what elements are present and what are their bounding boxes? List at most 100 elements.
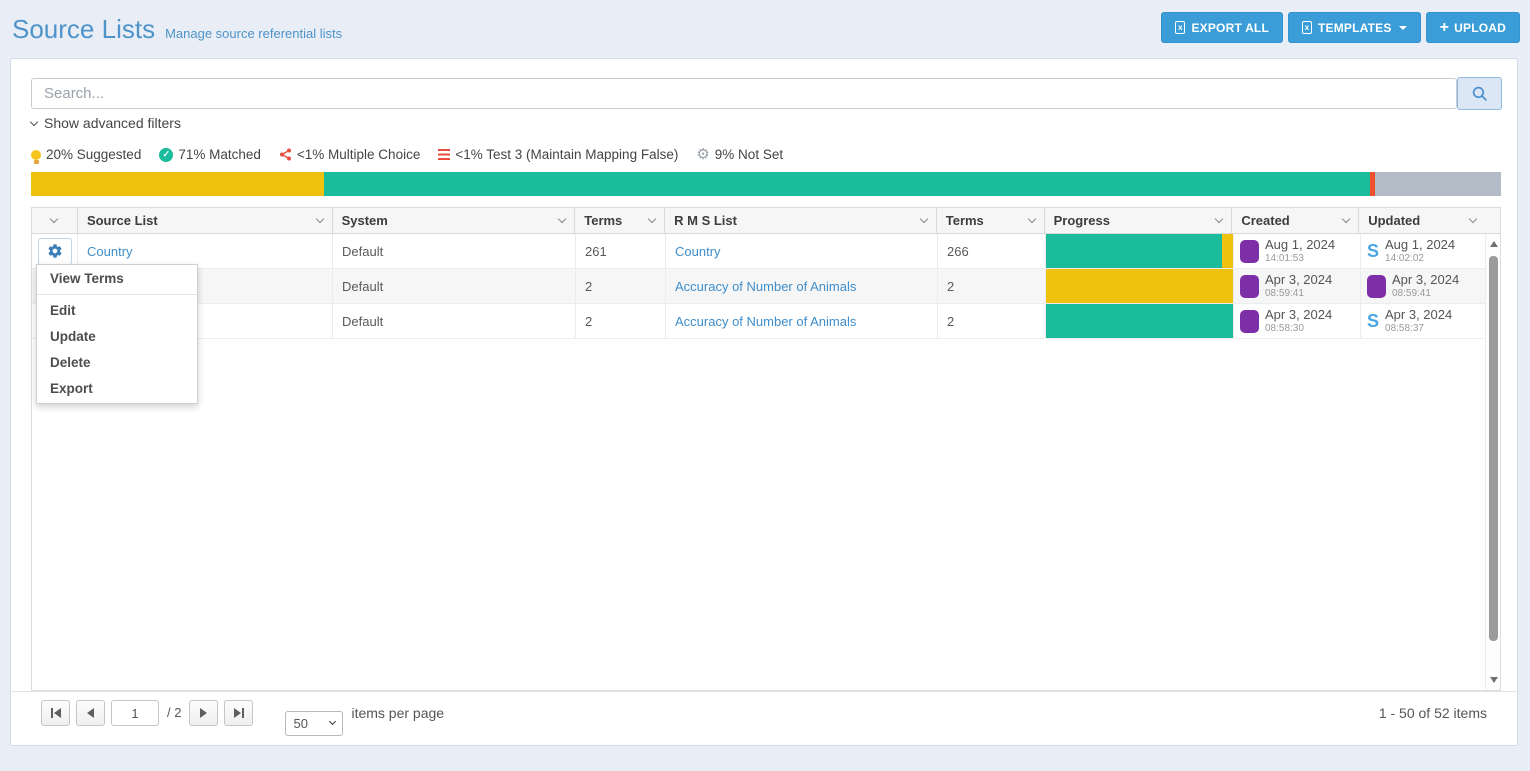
system-value: Default — [342, 278, 384, 294]
caret-down-icon — [1398, 25, 1407, 30]
page-size-value: 50 — [293, 715, 308, 731]
column-header-rms-terms[interactable]: Terms — [937, 208, 1045, 233]
chevron-down-icon — [1215, 214, 1224, 224]
column-header-menu[interactable] — [32, 208, 78, 233]
scroll-up-icon[interactable] — [1489, 241, 1498, 247]
user-avatar-icon — [1367, 274, 1386, 298]
column-header-terms[interactable]: Terms — [575, 208, 666, 233]
column-header-source-list[interactable]: Source List — [78, 208, 333, 233]
previous-page-button[interactable] — [76, 700, 105, 726]
arrow-left-icon — [87, 708, 94, 718]
column-header-rms-list[interactable]: R M S List — [665, 208, 937, 233]
pagination-bar: / 2 50 items per page 1 - 50 of 52 items — [11, 691, 1517, 745]
source-list-link[interactable]: Country — [87, 243, 133, 259]
row-context-menu: View Terms Edit Update Delete Export — [36, 264, 198, 404]
summary-progress-bar — [31, 172, 1501, 196]
templates-label: TEMPLATES — [1318, 20, 1392, 35]
column-label: Source List — [86, 213, 158, 228]
chevron-down-icon — [1468, 214, 1478, 224]
first-page-button[interactable] — [41, 700, 70, 726]
last-page-button[interactable] — [224, 700, 254, 726]
legend-item-not-set: ⚙ 9% Not Set — [696, 147, 783, 162]
column-header-progress[interactable]: Progress — [1045, 208, 1233, 233]
table-row: Country Default 261 Country 266 Aug 1, 2… — [32, 234, 1500, 269]
user-avatar-icon — [1240, 309, 1259, 333]
arrow-right-icon — [233, 708, 241, 718]
chevron-down-icon — [315, 214, 324, 224]
scrollbar-thumb[interactable] — [1489, 256, 1498, 641]
column-header-system[interactable]: System — [333, 208, 576, 233]
rms-list-link[interactable]: Accuracy of Number of Animals — [675, 313, 857, 329]
column-label: Terms — [584, 213, 623, 228]
column-label: Updated — [1368, 213, 1421, 228]
chevron-down-icon — [919, 214, 928, 224]
templates-button[interactable]: TEMPLATES — [1288, 12, 1421, 43]
rms-list-link[interactable]: Accuracy of Number of Animals — [675, 278, 857, 294]
show-advanced-filters-toggle[interactable]: Show advanced filters — [29, 115, 181, 131]
items-per-page-label: items per page — [351, 705, 445, 721]
updated-date: Apr 3, 2024 — [1392, 271, 1460, 287]
created-date: Aug 1, 2024 — [1265, 236, 1336, 252]
updated-time: 14:02:02 — [1385, 252, 1424, 264]
created-time: 08:58:30 — [1265, 322, 1304, 334]
row-progress-bar — [1046, 269, 1233, 303]
header-scrollbar-stub — [1485, 208, 1500, 233]
rms-terms-value: 266 — [947, 243, 969, 259]
system-value: Default — [342, 243, 384, 259]
page-number-input[interactable] — [111, 700, 159, 726]
scroll-down-icon[interactable] — [1489, 677, 1498, 683]
legend-label: 71% Matched — [178, 147, 261, 162]
lightbulb-icon — [31, 149, 41, 164]
content-card: Show advanced filters 20% Suggested 71% … — [10, 58, 1518, 746]
legend-label: 9% Not Set — [714, 147, 784, 162]
menu-item-update[interactable]: Update — [50, 329, 96, 344]
row-gear-button[interactable] — [37, 237, 72, 265]
export-all-button[interactable]: EXPORT ALL — [1161, 12, 1283, 43]
column-label: System — [341, 213, 388, 228]
next-page-button[interactable] — [189, 700, 219, 726]
toolbar: EXPORT ALL TEMPLATES + UPLOAD — [1161, 12, 1520, 43]
plus-icon: + — [1439, 18, 1450, 36]
chevron-down-icon — [329, 717, 337, 726]
row-progress-bar — [1046, 234, 1233, 268]
check-circle-icon — [159, 147, 174, 162]
search-input[interactable] — [31, 78, 1457, 109]
user-avatar-icon — [1240, 239, 1259, 263]
legend-item-test3: <1% Test 3 (Maintain Mapping False) — [438, 147, 678, 162]
chevron-down-icon — [1341, 214, 1351, 224]
rms-list-link[interactable]: Country — [675, 243, 721, 259]
page-title: Source Lists — [12, 14, 156, 44]
vertical-scrollbar[interactable] — [1485, 234, 1500, 690]
created-date: Apr 3, 2024 — [1265, 271, 1333, 287]
export-all-label: EXPORT ALL — [1191, 20, 1269, 35]
updated-time: 08:58:37 — [1385, 322, 1424, 334]
column-header-created[interactable]: Created — [1232, 208, 1360, 233]
table-row: Default 2 Accuracy of Number of Animals … — [32, 269, 1500, 304]
menu-item-edit[interactable]: Edit — [50, 303, 76, 318]
template-file-icon — [1302, 21, 1312, 34]
column-header-updated[interactable]: Updated — [1359, 208, 1485, 233]
upload-label: UPLOAD — [1454, 20, 1506, 35]
search-button[interactable] — [1457, 77, 1502, 110]
user-avatar-icon — [1240, 274, 1259, 298]
export-file-icon — [1175, 21, 1186, 34]
menu-item-view-terms[interactable]: View Terms — [37, 265, 197, 295]
page-size-select[interactable]: 50 — [285, 710, 344, 736]
title-wrap: Source Lists Manage source referential l… — [12, 14, 342, 45]
progress-segment — [1221, 234, 1233, 268]
menu-item-export[interactable]: Export — [50, 381, 93, 396]
system-value: Default — [342, 313, 384, 329]
progress-segment — [1046, 234, 1222, 268]
created-date: Apr 3, 2024 — [1265, 306, 1333, 322]
menu-item-delete[interactable]: Delete — [50, 355, 91, 370]
bars-icon — [438, 149, 451, 160]
legend-item-suggested: 20% Suggested — [31, 147, 141, 164]
table-header-row: Source List System Terms R M S List Term… — [32, 208, 1500, 234]
column-label: Created — [1241, 213, 1290, 228]
terms-value: 261 — [585, 243, 607, 259]
gear-icon: ⚙ — [696, 146, 710, 163]
upload-button[interactable]: + UPLOAD — [1425, 12, 1520, 43]
page-header: Source Lists Manage source referential l… — [0, 0, 1530, 56]
column-label: Terms — [945, 213, 984, 228]
rms-terms-value: 2 — [947, 313, 955, 329]
